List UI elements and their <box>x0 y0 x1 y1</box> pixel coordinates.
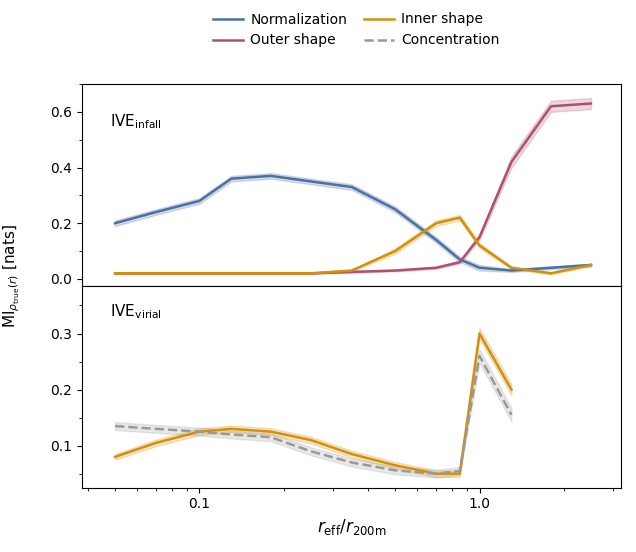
X-axis label: $r_{\mathrm{eff}}/r_{\mathrm{200m}}$: $r_{\mathrm{eff}}/r_{\mathrm{200m}}$ <box>317 517 386 537</box>
Text: IVE$_{\mathrm{virial}}$: IVE$_{\mathrm{virial}}$ <box>110 302 162 321</box>
Legend: Normalization, Outer shape, Inner shape, Concentration: Normalization, Outer shape, Inner shape,… <box>207 7 505 53</box>
Text: MI$_{\rho_{\mathrm{true}}(r)}$ [nats]: MI$_{\rho_{\mathrm{true}}(r)}$ [nats] <box>1 224 22 328</box>
Text: IVE$_{\mathrm{infall}}$: IVE$_{\mathrm{infall}}$ <box>110 112 162 130</box>
